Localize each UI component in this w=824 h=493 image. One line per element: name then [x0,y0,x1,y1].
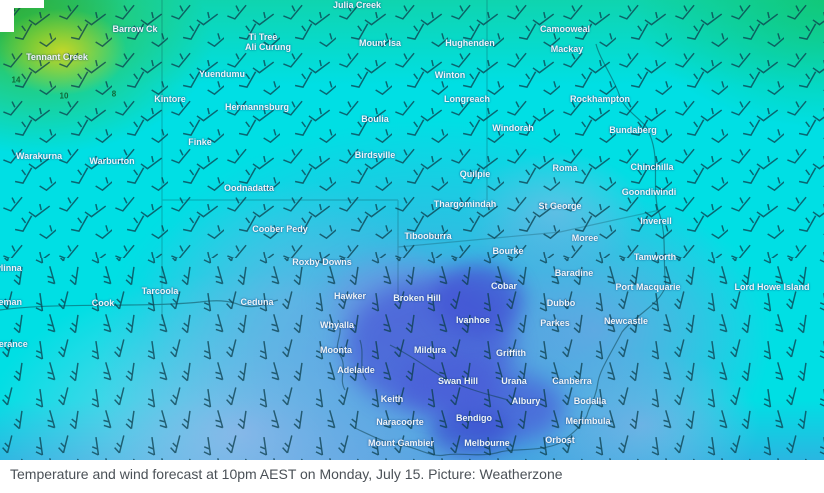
map-margin [0,0,44,8]
weather-map: Julia Creek Tennant Creek Barrow Ck Ti Tree… [0,0,824,460]
wind-barbs-and-borders-layer [0,0,824,460]
map-margin [0,0,14,32]
figure-caption: Temperature and wind forecast at 10pm AE… [10,466,563,482]
